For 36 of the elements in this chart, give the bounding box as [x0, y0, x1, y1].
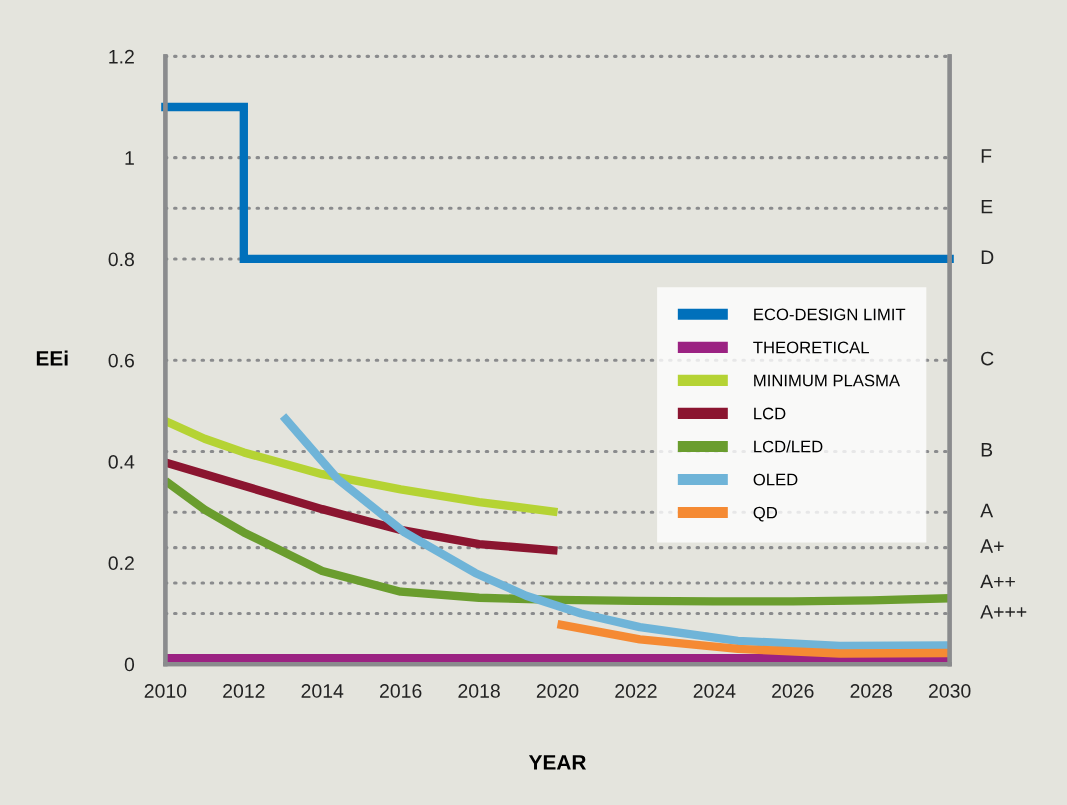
y-tick-label: 0 [124, 657, 135, 672]
y-tick-label: 0.2 [108, 556, 134, 571]
x-tick-label: 2018 [458, 684, 500, 698]
y-tick-label: 0.6 [108, 353, 134, 368]
legend-label: THEORETICAL [753, 341, 869, 354]
legend-label: LCD/LED [754, 440, 823, 453]
legend-label: LCD [754, 407, 786, 420]
x-tick-label: 2030 [928, 684, 971, 698]
x-tick-label: 2012 [223, 684, 265, 698]
x-tick-label: 2028 [850, 684, 892, 698]
y-tick-label: 1.2 [109, 49, 134, 64]
x-tick-label: 2014 [301, 684, 344, 698]
legend-label: MINIMUM PLASMA [754, 374, 901, 387]
legend-label: OLED [753, 473, 798, 486]
ref-line-label: B [981, 443, 993, 457]
x-tick-label: 2022 [615, 684, 657, 698]
y-axis-title: EEi [36, 350, 68, 366]
legend-label: QD [753, 506, 778, 522]
ref-line-label: A++ [980, 574, 1015, 589]
y-tick-label: 1 [125, 151, 134, 165]
ref-line-label: F [981, 149, 992, 163]
x-tick-label: 2026 [772, 684, 814, 698]
x-axis-title: YEAR [528, 755, 587, 770]
ref-line-label: A+++ [980, 605, 1027, 619]
y-tick-label: 0.8 [108, 252, 134, 267]
ref-line-label: E [981, 199, 993, 214]
ref-line-label: A [980, 503, 994, 518]
x-tick-label: 2010 [144, 684, 187, 698]
legend-label: ECO-DESIGN LIMIT [754, 308, 906, 321]
x-tick-label: 2016 [380, 684, 422, 698]
x-tick-label: 2024 [693, 684, 736, 698]
x-tick-label: 2020 [536, 684, 579, 698]
ref-line-label: C [981, 351, 994, 366]
ref-line-label: D [981, 250, 994, 264]
y-tick-label: 0.4 [108, 455, 135, 469]
ref-line-label: A+ [980, 539, 1004, 553]
